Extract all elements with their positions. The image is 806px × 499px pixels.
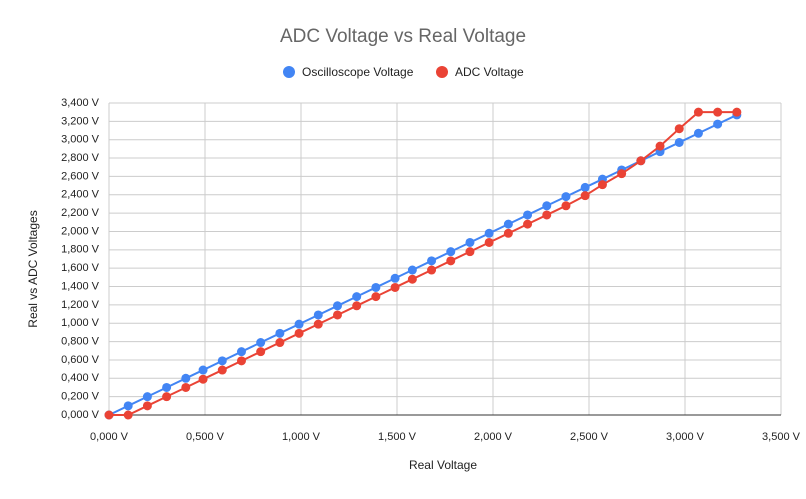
x-tick-label: 0,500 V (186, 431, 225, 443)
point (561, 192, 571, 202)
point (655, 141, 665, 151)
y-tick-label: 3,000 V (61, 134, 100, 146)
point (162, 382, 172, 392)
y-tick-label: 0,000 V (61, 409, 100, 421)
point (503, 228, 513, 238)
x-axis-label: Real Voltage (409, 458, 477, 472)
series-line (108, 114, 738, 416)
chart-title: ADC Voltage vs Real Voltage (280, 26, 526, 47)
y-tick-label: 1,000 V (61, 317, 100, 329)
point (390, 282, 400, 292)
point (181, 382, 191, 392)
y-tick-label: 0,600 V (61, 354, 100, 366)
point (446, 247, 456, 257)
y-tick-label: 2,000 V (61, 225, 100, 237)
point (693, 128, 703, 138)
point (198, 374, 208, 384)
point (217, 365, 227, 375)
point (503, 219, 513, 229)
point (597, 180, 607, 190)
point (561, 201, 571, 211)
point (427, 256, 437, 266)
y-axis-label: Real vs ADC Voltages (26, 210, 40, 327)
point (407, 265, 417, 275)
y-tick-label: 1,800 V (61, 244, 100, 256)
point (580, 191, 590, 201)
y-tick-label: 1,600 V (61, 262, 100, 274)
y-tick-label: 2,600 V (61, 170, 100, 182)
point (484, 237, 494, 247)
point (371, 282, 381, 292)
point (294, 328, 304, 338)
legend-marker (283, 66, 295, 78)
series-line (109, 111, 737, 416)
y-tick-label: 3,400 V (61, 97, 100, 109)
point (674, 137, 684, 147)
y-tick-label: 3,200 V (61, 115, 100, 127)
point (104, 410, 114, 420)
x-tick-label: 1,000 V (282, 431, 321, 443)
point (390, 273, 400, 283)
point (427, 265, 437, 275)
point (542, 201, 552, 211)
y-tick-label: 0,200 V (61, 391, 100, 403)
point (256, 338, 266, 348)
point (465, 247, 475, 257)
point (123, 410, 133, 420)
point (713, 119, 723, 129)
point (542, 210, 552, 220)
y-tick-label: 1,200 V (61, 299, 100, 311)
point (236, 347, 246, 357)
point (275, 338, 285, 348)
point (465, 237, 475, 247)
point (407, 274, 417, 284)
point (446, 256, 456, 266)
point (313, 310, 323, 320)
point (332, 301, 342, 311)
y-tick-label: 2,400 V (61, 189, 100, 201)
x-tick-label: 3,000 V (666, 431, 705, 443)
point (484, 228, 494, 238)
point (236, 356, 246, 366)
point (617, 169, 627, 179)
point (123, 401, 133, 411)
point (181, 373, 191, 383)
x-tick-label: 0,000 V (90, 431, 129, 443)
y-tick-label: 2,800 V (61, 152, 100, 164)
legend-label: ADC Voltage (455, 65, 524, 79)
point (693, 107, 703, 117)
point (713, 107, 723, 117)
point (275, 328, 285, 338)
point (142, 392, 152, 402)
x-tick-label: 1,500 V (378, 431, 417, 443)
legend-marker (436, 66, 448, 78)
x-tick-label: 3,500 V (762, 431, 801, 443)
point (523, 219, 533, 229)
point (674, 124, 684, 134)
y-tick-label: 0,800 V (61, 335, 100, 347)
point (256, 347, 266, 357)
point (636, 156, 646, 166)
point (732, 107, 742, 117)
point (371, 292, 381, 302)
point (294, 319, 304, 329)
point (162, 392, 172, 402)
point (523, 210, 533, 220)
point (352, 301, 362, 311)
point (313, 319, 323, 329)
y-tick-label: 1,400 V (61, 280, 100, 292)
point (332, 310, 342, 320)
point (142, 401, 152, 411)
point (352, 292, 362, 302)
x-tick-label: 2,500 V (570, 431, 609, 443)
point (198, 365, 208, 375)
y-tick-label: 2,200 V (61, 207, 100, 219)
point (580, 182, 590, 192)
y-tick-label: 0,400 V (61, 372, 100, 384)
x-tick-label: 2,000 V (474, 431, 513, 443)
legend-label: Oscilloscope Voltage (302, 65, 414, 79)
point (217, 356, 227, 366)
